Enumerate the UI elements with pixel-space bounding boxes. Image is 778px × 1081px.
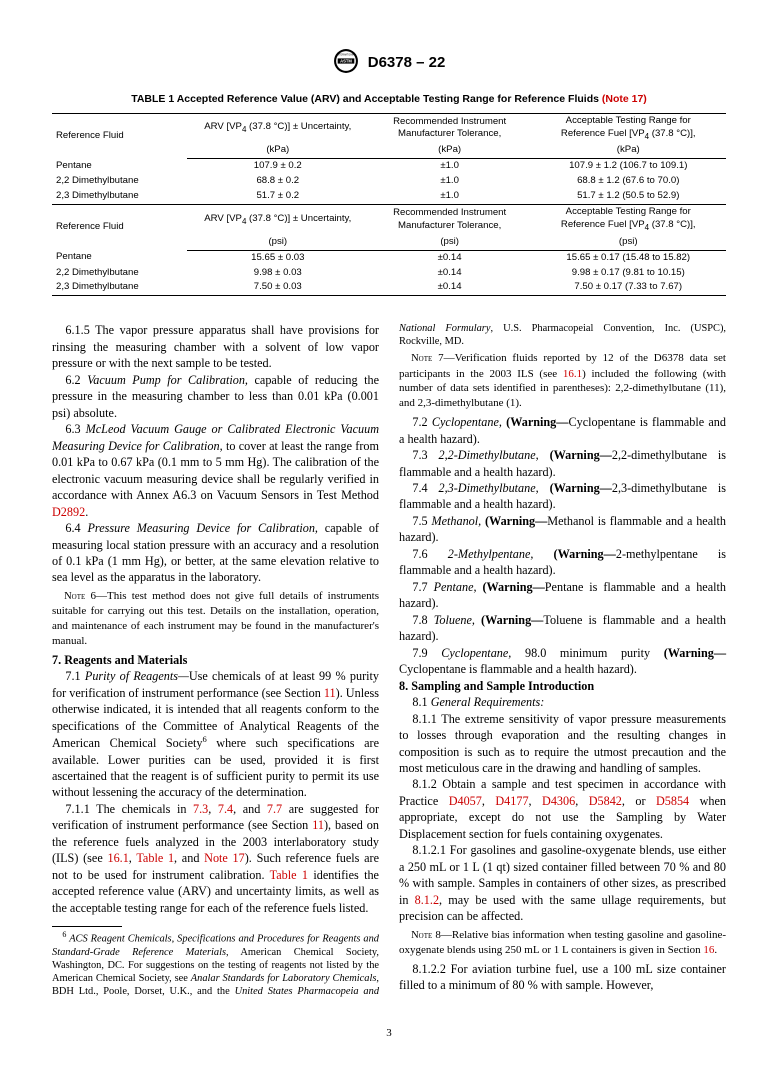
th-fluid: Reference Fluid (52, 113, 187, 159)
para-7-2: 7.2 Cyclopentane, (Warning—Cyclopentane … (399, 414, 726, 447)
table-row: Pentane107.9 ± 0.2±1.0107.9 ± 1.2 (106.7… (52, 159, 726, 174)
page-number: 3 (52, 1026, 726, 1041)
para-7-7: 7.7 Pentane, (Warning—Pentane is flammab… (399, 579, 726, 612)
para-8-1: 8.1 General Requirements: (399, 694, 726, 710)
table-row: 2,2 Dimethylbutane9.98 ± 0.03±0.149.98 ±… (52, 266, 726, 281)
th-fluid: Reference Fluid (52, 205, 187, 251)
para-8-1-1: 8.1.1 The extreme sensitivity of vapor p… (399, 711, 726, 777)
para-7-8: 7.8 Toluene, (Warning—Toluene is flammab… (399, 612, 726, 645)
para-7-3: 7.3 2,2-Dimethylbutane, (Warning—2,2-dim… (399, 447, 726, 480)
para-7-1: 7.1 Purity of Reagents—Use chemicals of … (52, 668, 379, 801)
table-row: 2,2 Dimethylbutane68.8 ± 0.2±1.068.8 ± 1… (52, 174, 726, 189)
para-8-1-2-2: 8.1.2.2 For aviation turbine fuel, use a… (399, 961, 726, 994)
para-7-6: 7.6 2-Methylpentane, (Warning—2-methylpe… (399, 546, 726, 579)
para-7-4: 7.4 2,3-Dimethylbutane, (Warning—2,3-dim… (399, 480, 726, 513)
section-7-heading: 7. Reagents and Materials (52, 652, 379, 668)
astm-logo-icon: ASTM INTERNATIONAL (333, 48, 359, 78)
th-range: Acceptable Testing Range forReference Fu… (531, 205, 726, 235)
th-range: Acceptable Testing Range forReference Fu… (531, 113, 726, 143)
table-1: Reference Fluid ARV [VP4 (37.8 °C)] ± Un… (52, 113, 726, 297)
note-7: Note 7—Verification fluids reported by 1… (399, 351, 726, 411)
table-row: 2,3 Dimethylbutane51.7 ± 0.2±1.051.7 ± 1… (52, 189, 726, 204)
table-row: 2,3 Dimethylbutane7.50 ± 0.03±0.147.50 ±… (52, 280, 726, 295)
table-1-title: TABLE 1 Accepted Reference Value (ARV) a… (52, 92, 726, 106)
th-tol: Recommended InstrumentManufacturer Toler… (369, 113, 531, 143)
para-7-5: 7.5 Methanol, (Warning—Methanol is flamm… (399, 513, 726, 546)
note-6: Note 6—This test method does not give fu… (52, 589, 379, 649)
para-8-1-2-1: 8.1.2.1 For gasolines and gasoline-oxyge… (399, 842, 726, 924)
section-8-heading: 8. Sampling and Sample Introduction (399, 678, 726, 694)
document-header: ASTM INTERNATIONAL D6378 – 22 (52, 48, 726, 78)
th-tol: Recommended InstrumentManufacturer Toler… (369, 205, 531, 235)
table-row: Pentane15.65 ± 0.03±0.1415.65 ± 0.17 (15… (52, 250, 726, 265)
footnote-rule (52, 926, 122, 927)
note-8: Note 8—Relative bias information when te… (399, 928, 726, 958)
para-8-1-2: 8.1.2 Obtain a sample and test specimen … (399, 776, 726, 842)
para-7-1-1: 7.1.1 The chemicals in 7.3, 7.4, and 7.7… (52, 801, 379, 916)
para-6-3: 6.3 McLeod Vacuum Gauge or Calibrated El… (52, 421, 379, 520)
para-6-1-5: 6.1.5 The vapor pressure apparatus shall… (52, 322, 379, 371)
para-7-9: 7.9 Cyclopentane, 98.0 minimum purity (W… (399, 645, 726, 678)
th-arv: ARV [VP4 (37.8 °C)] ± Uncertainty, (187, 205, 369, 235)
body-columns: 6.1.5 The vapor pressure apparatus shall… (52, 322, 726, 997)
svg-text:ASTM: ASTM (340, 58, 352, 63)
designation: D6378 – 22 (368, 53, 446, 73)
th-arv: ARV [VP4 (37.8 °C)] ± Uncertainty, (187, 113, 369, 143)
para-6-2: 6.2 Vacuum Pump for Calibration, capable… (52, 372, 379, 421)
para-6-4: 6.4 Pressure Measuring Device for Calibr… (52, 520, 379, 586)
